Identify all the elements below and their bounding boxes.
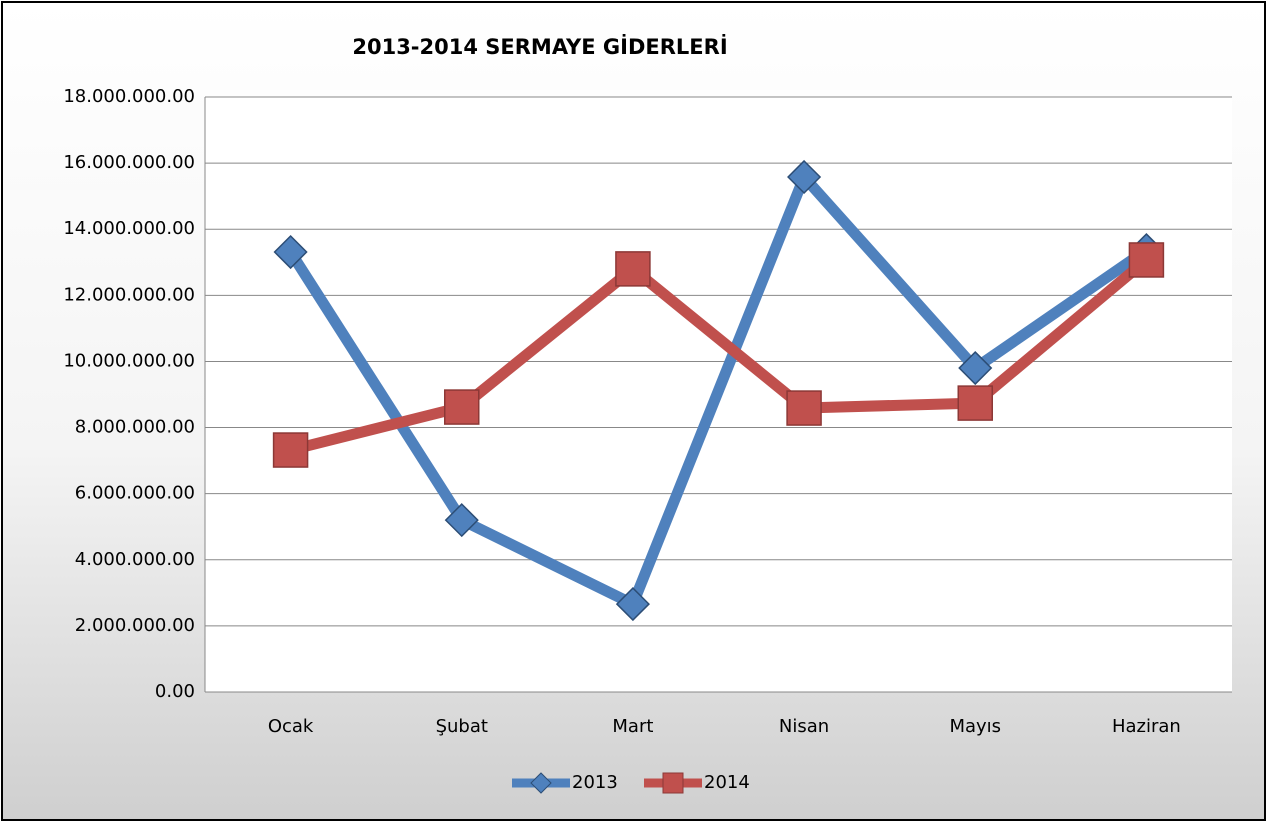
y-tick-label: 18.000.000.00: [63, 86, 195, 107]
legend-label: 2014: [704, 772, 750, 793]
series-line: [289, 255, 1150, 456]
y-tick-label: 4.000.000.00: [75, 549, 195, 570]
data-point: [615, 587, 650, 622]
x-tick-label: Şubat: [436, 716, 488, 737]
legend-label: 2013: [572, 772, 618, 793]
y-tick-label: 0.00: [155, 681, 195, 702]
data-point: [787, 159, 822, 195]
legend-marker: [662, 772, 684, 794]
y-tick-label: 14.000.000.00: [63, 218, 195, 239]
data-point: [958, 350, 993, 386]
x-tick-label: Mart: [612, 716, 653, 737]
y-tick-label: 12.000.000.00: [63, 284, 195, 305]
data-point: [444, 503, 479, 538]
series-line: [285, 171, 1150, 610]
x-tick-label: Nisan: [779, 716, 829, 737]
data-point: [444, 389, 480, 425]
y-tick-label: 6.000.000.00: [75, 483, 195, 504]
legend-marker: [530, 772, 552, 794]
data-point: [957, 385, 993, 421]
x-tick-label: Haziran: [1112, 716, 1181, 737]
y-tick-label: 16.000.000.00: [63, 152, 195, 173]
x-tick-label: Mayıs: [949, 716, 1001, 737]
y-tick-label: 2.000.000.00: [75, 615, 195, 636]
data-point: [272, 432, 309, 468]
data-point: [1128, 242, 1165, 278]
y-tick-label: 10.000.000.00: [63, 350, 195, 371]
data-point: [615, 251, 651, 287]
data-point: [786, 390, 822, 426]
x-tick-label: Ocak: [268, 716, 314, 737]
chart-title: 2013-2014 SERMAYE GİDERLERİ: [352, 34, 727, 59]
y-tick-label: 8.000.000.00: [75, 417, 195, 438]
data-point: [273, 234, 308, 270]
